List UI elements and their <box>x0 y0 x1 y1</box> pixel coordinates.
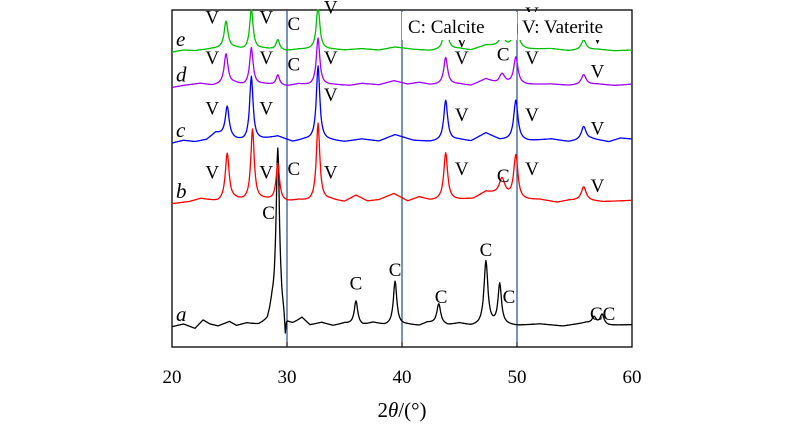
legend-vaterite: V: Vaterite <box>522 17 603 38</box>
legend-calcite: C: Calcite <box>408 17 485 38</box>
peak-label-calcite: C <box>262 203 275 224</box>
peak-label-vaterite: V <box>455 48 469 69</box>
peak-label-calcite: C <box>350 274 363 295</box>
peak-label-calcite: C <box>288 55 301 76</box>
peak-label-calcite: C <box>603 304 616 325</box>
series-c: cV VVV VV <box>171 65 633 144</box>
x-tick-label: 30 <box>278 367 297 388</box>
peak-label-vaterite: V <box>205 98 219 119</box>
peak-label-vaterite: V <box>259 163 273 184</box>
x-tick-label: 20 <box>163 367 182 388</box>
series-d: dV V C V V C VV <box>171 37 633 89</box>
legend-box <box>402 12 517 40</box>
peak-label-calcite: C <box>590 304 603 325</box>
peak-label-vaterite: V <box>591 119 605 140</box>
x-tick-label: 40 <box>393 367 412 388</box>
peak-label-vaterite: V <box>324 48 338 69</box>
series-line-b <box>171 122 633 205</box>
peak-label-calcite: C <box>503 287 516 308</box>
series-line-c <box>171 65 633 144</box>
x-axis: 20 30 40 50 60 <box>163 342 642 388</box>
x-axis-label-suffix: /(°) <box>398 398 426 422</box>
series-label-e: e <box>176 27 185 51</box>
peak-label-calcite: C <box>389 260 402 281</box>
peak-label-vaterite: V <box>525 159 539 180</box>
peak-label-calcite: C <box>288 14 301 35</box>
series-line-a <box>171 147 633 334</box>
series-label-b: b <box>176 179 187 203</box>
peak-label-vaterite: V <box>324 85 338 106</box>
peak-label-vaterite: V <box>259 7 273 28</box>
legend: C: Calcite V: Vaterite <box>402 12 630 40</box>
peak-label-vaterite: V <box>205 163 219 184</box>
peak-label-calcite: C <box>480 240 493 261</box>
peak-label-vaterite: V <box>525 48 539 69</box>
series-b: bV V C V V C VV <box>171 122 633 205</box>
peak-label-vaterite: V <box>591 176 605 197</box>
peak-label-vaterite: V <box>259 48 273 69</box>
peak-label-vaterite: V <box>324 163 338 184</box>
peak-label-vaterite: V <box>324 0 338 18</box>
peak-label-vaterite: V <box>205 7 219 28</box>
peak-label-vaterite: V <box>259 98 273 119</box>
series-line-d <box>171 37 633 89</box>
peak-label-vaterite: V <box>591 61 605 82</box>
series-label-c: c <box>176 118 186 142</box>
peak-label-vaterite: V <box>455 159 469 180</box>
peak-label-calcite: C <box>288 159 301 180</box>
x-axis-label-prefix: 2 <box>377 398 388 422</box>
x-axis-label-var: θ <box>388 398 398 422</box>
peak-label-calcite: C <box>497 45 510 66</box>
peak-label-vaterite: V <box>525 105 539 126</box>
legend-box-2 <box>518 12 630 40</box>
peak-label-calcite: C <box>435 287 448 308</box>
x-tick-label: 60 <box>623 367 642 388</box>
peak-label-vaterite: V <box>205 48 219 69</box>
x-axis-label: 2θ/(°) <box>377 398 426 422</box>
series-line-e <box>171 9 633 53</box>
reference-lines <box>286 10 518 347</box>
peak-label-calcite: C <box>497 166 510 187</box>
x-tick-label: 50 <box>508 367 527 388</box>
peak-label-vaterite: V <box>455 105 469 126</box>
series-label-d: d <box>176 63 187 87</box>
series-label-a: a <box>176 302 187 326</box>
